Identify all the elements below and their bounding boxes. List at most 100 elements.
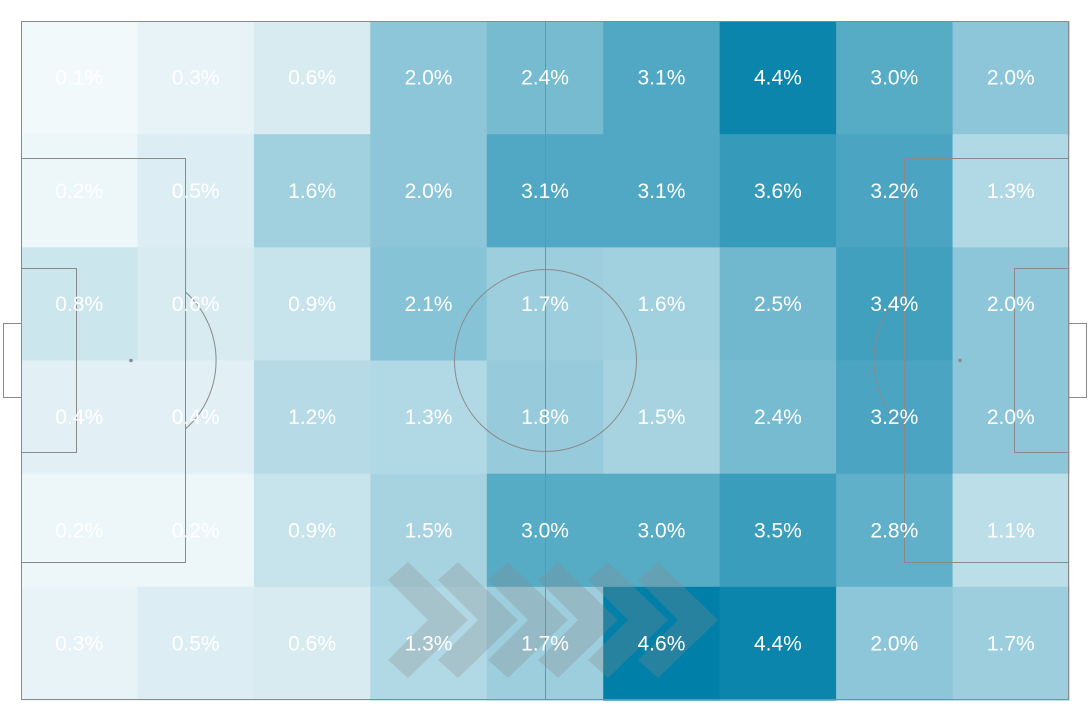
heatmap-cell-r5-c5	[603, 586, 721, 701]
heatmap-cell-r1-c6	[719, 134, 837, 248]
heatmap-cell-r1-c1	[137, 134, 255, 248]
heatmap-label-r1-c1: 0.5%	[172, 180, 220, 203]
heatmap-label-r1-c0: 0.2%	[55, 180, 103, 203]
heatmap-cell-r0-c2	[253, 21, 371, 135]
heatmap-cell-r1-c2	[253, 134, 371, 248]
heatmap-cell-r5-c1	[137, 586, 255, 701]
heatmap-label-r1-c8: 1.3%	[987, 180, 1035, 203]
heatmap-label-r2-c0: 0.8%	[55, 293, 103, 316]
heatmap-label-r4-c5: 3.0%	[638, 519, 686, 542]
heatmap-label-r3-c5: 1.5%	[638, 406, 686, 429]
heatmap-label-r2-c8: 2.0%	[987, 293, 1035, 316]
heatmap-label-r0-c6: 4.4%	[754, 67, 802, 90]
left-penalty-spot	[129, 358, 133, 363]
heatmap-cell-r2-c0	[21, 247, 139, 362]
heatmap-cell-r1-c3	[370, 134, 488, 248]
heatmap-label-r4-c6: 3.5%	[754, 519, 802, 542]
heatmap-cell-r5-c3	[370, 586, 488, 701]
heatmap-label-r0-c7: 3.0%	[870, 67, 918, 90]
heatmap-cell-r1-c8	[952, 134, 1070, 248]
heatmap-label-r0-c3: 2.0%	[405, 67, 453, 90]
pitch-markings	[3, 21, 1087, 700]
left-goal	[3, 323, 22, 398]
heatmap-label-r5-c5: 4.6%	[638, 632, 686, 655]
heatmap-label-r1-c2: 1.6%	[288, 180, 336, 203]
heatmap-label-r1-c3: 2.0%	[405, 180, 453, 203]
heatmap-cell-r4-c6	[719, 473, 837, 588]
heatmap-label-r5-c4: 1.7%	[521, 632, 569, 655]
heatmap-label-r3-c8: 2.0%	[987, 406, 1035, 429]
heatmap-cell-r1-c5	[603, 134, 721, 248]
heatmap-cell-r4-c2	[253, 473, 371, 588]
heatmap-cell-r2-c8	[952, 247, 1070, 362]
heatmap-label-r0-c2: 0.6%	[288, 67, 336, 90]
heatmap-label-r0-c8: 2.0%	[987, 67, 1035, 90]
heatmap-cell-r4-c0	[21, 473, 139, 588]
heatmap-cell-r0-c0	[21, 21, 139, 135]
heatmap-cell-r3-c5	[603, 360, 721, 475]
heatmap-cell-r5-c8	[952, 586, 1070, 701]
heatmap-cell-r3-c6	[719, 360, 837, 475]
heatmap-label-r2-c5: 1.6%	[638, 293, 686, 316]
heatmap-label-r3-c2: 1.2%	[288, 406, 336, 429]
heatmap-label-r3-c6: 2.4%	[754, 406, 802, 429]
heatmap-label-r0-c5: 3.1%	[638, 67, 686, 90]
direction-arrow-5	[588, 562, 668, 678]
heatmap-label-r2-c4: 1.7%	[521, 293, 569, 316]
heatmap-cell-r4-c7	[836, 473, 954, 588]
heatmap-label-r1-c5: 3.1%	[638, 180, 686, 203]
right-penalty-arc	[873, 291, 905, 430]
left-penalty-arc	[185, 291, 217, 430]
heatmap-cell-r5-c6	[719, 586, 837, 701]
heatmap-cell-r3-c3	[370, 360, 488, 475]
heatmap-cell-r0-c7	[836, 21, 954, 135]
heatmap-cell-r3-c7	[836, 360, 954, 475]
heatmap-label-r2-c7: 3.4%	[870, 293, 918, 316]
heatmap-cell-r2-c3	[370, 247, 488, 362]
direction-of-play-arrows	[388, 562, 718, 678]
center-circle	[454, 269, 637, 452]
heatmap-label-r5-c1: 0.5%	[172, 632, 220, 655]
heatmap-label-r4-c2: 0.9%	[288, 519, 336, 542]
heatmap-label-r4-c0: 0.2%	[55, 519, 103, 542]
heatmap-cell-r4-c8	[952, 473, 1070, 588]
heatmap-cell-r0-c1	[137, 21, 255, 135]
heatmap-label-r4-c7: 2.8%	[870, 519, 918, 542]
heatmap-cell-r1-c7	[836, 134, 954, 248]
heatmap-cell-r3-c0	[21, 360, 139, 475]
right-penalty-spot	[958, 358, 962, 363]
heatmap-label-r5-c6: 4.4%	[754, 632, 802, 655]
direction-arrow-2	[438, 562, 518, 678]
heatmap-label-r3-c1: 0.4%	[172, 406, 220, 429]
heatmap-cell-r2-c6	[719, 247, 837, 362]
heatmap-cell-r5-c2	[253, 586, 371, 701]
heatmap-label-r4-c1: 0.2%	[172, 519, 220, 542]
heatmap-cell-r1-c0	[21, 134, 139, 248]
heatmap-label-r0-c4: 2.4%	[521, 67, 569, 90]
heatmap-cell-r3-c2	[253, 360, 371, 475]
heatmap-cell-r0-c3	[370, 21, 488, 135]
heatmap-cell-r2-c7	[836, 247, 954, 362]
right-goal	[1068, 323, 1087, 398]
direction-arrow-4	[538, 562, 618, 678]
heatmap-cell-r0-c8	[952, 21, 1070, 135]
heatmap-label-r2-c3: 2.1%	[405, 293, 453, 316]
heatmap-label-r5-c3: 1.3%	[405, 632, 453, 655]
heatmap-cell-r2-c5	[603, 247, 721, 362]
direction-arrow-3	[488, 562, 568, 678]
heatmap-label-r3-c7: 3.2%	[870, 406, 918, 429]
heatmap-cell-r2-c1	[137, 247, 255, 362]
heatmap-label-r4-c3: 1.5%	[405, 519, 453, 542]
heatmap-cell-r4-c1	[137, 473, 255, 588]
heatmap-labels: 0.1% 0.3% 0.6% 2.0% 2.4% 3.1% 4.4% 3.0% 2.0% 0.2%…	[55, 67, 1034, 656]
heatmap-label-r1-c7: 3.2%	[870, 180, 918, 203]
heatmap-cell-r2-c2	[253, 247, 371, 362]
heatmap-label-r5-c0: 0.3%	[55, 632, 103, 655]
heatmap-label-r2-c6: 2.5%	[754, 293, 802, 316]
heatmap-label-r5-c2: 0.6%	[288, 632, 336, 655]
heatmap-cell-r4-c3	[370, 473, 488, 588]
heatmap-label-r5-c7: 2.0%	[870, 632, 918, 655]
heatmap-cell-r5-c0	[21, 586, 139, 701]
heatmap-label-r3-c0: 0.4%	[55, 406, 103, 429]
